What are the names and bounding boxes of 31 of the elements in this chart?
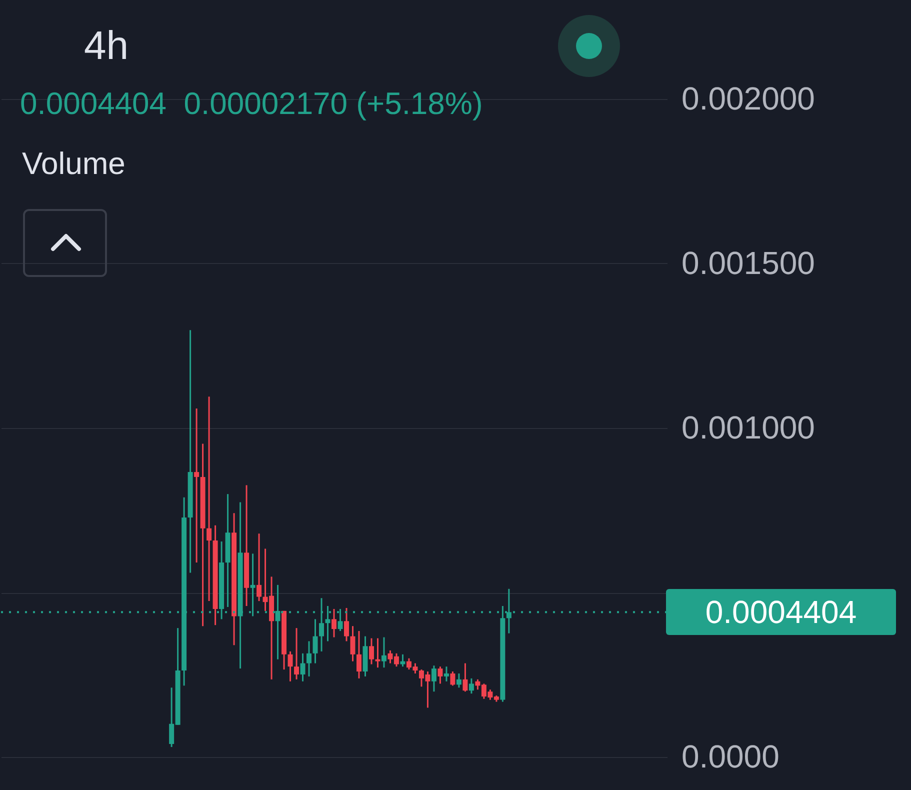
y-tick-label: 0.001000 [682,409,815,446]
candlestick [375,638,380,668]
candlestick [381,636,386,668]
candlestick [462,662,468,692]
y-tick-label: 0.001500 [682,244,815,281]
candlestick [444,666,449,682]
candlestick [468,678,474,694]
candlestick [194,408,200,564]
candlestick [312,618,318,664]
candlestick [344,607,349,642]
candlestick [438,666,443,684]
candlestick [350,625,356,662]
annotation: Volume [22,146,126,182]
candlestick [450,670,456,686]
candlestick [332,608,336,638]
candlestick [300,652,306,682]
ref-line-label: 0.0004404 [666,589,896,636]
candlestick [368,638,374,666]
candlestick [206,396,212,602]
text: 4h [84,24,128,69]
candlestick [294,627,300,680]
candlestick [356,630,362,680]
candlestick [288,650,293,682]
candlestick [431,664,436,692]
y-tick-label: 0.002000 [682,80,815,116]
candlestick [306,640,312,678]
y-tick-label: 0.0000 [682,738,780,775]
candlestick [400,654,406,668]
candlestick [456,672,462,688]
candlestick [256,532,262,602]
annotation: 0.0004404 0.00002170 (+5.18%) [20,86,483,122]
